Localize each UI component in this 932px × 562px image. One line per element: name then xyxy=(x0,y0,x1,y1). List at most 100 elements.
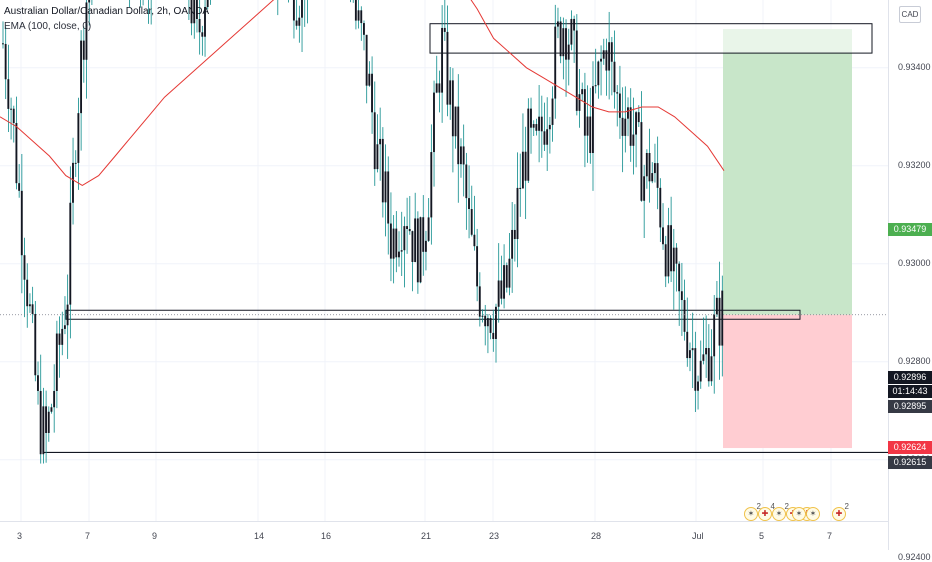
ema-indicator-label[interactable]: EMA (100, close, 0) xyxy=(4,21,92,32)
candle-body xyxy=(613,61,616,93)
candle-body xyxy=(408,229,411,232)
ca-flag-icon[interactable]: ✚ 2 xyxy=(832,502,849,521)
candle-body xyxy=(395,228,398,258)
candle-body xyxy=(551,98,554,125)
candle-body xyxy=(670,225,673,272)
candle-body xyxy=(683,300,686,332)
currency-button[interactable]: CAD xyxy=(899,6,921,23)
candle-body xyxy=(648,153,651,182)
candle-body xyxy=(643,176,646,201)
candle-body xyxy=(459,146,462,165)
candle-body xyxy=(505,265,508,288)
event-count: 2 xyxy=(756,502,761,511)
candle-body xyxy=(632,134,635,146)
resistance-zone-box xyxy=(429,23,873,54)
candle-body xyxy=(546,129,549,145)
candle-body xyxy=(403,226,406,251)
candle-body xyxy=(47,411,50,433)
candle-body xyxy=(688,350,691,359)
candle-body xyxy=(640,122,643,201)
candle-body xyxy=(608,42,611,71)
candle-body xyxy=(570,18,573,45)
candle-body xyxy=(635,112,637,135)
candle-body xyxy=(697,381,699,391)
event-glyph: ✶ xyxy=(775,509,783,518)
candle-body xyxy=(457,106,460,165)
candle-body xyxy=(28,304,31,307)
candle-body xyxy=(85,2,88,60)
candle-body xyxy=(26,279,29,307)
candle-body xyxy=(618,93,621,118)
candle-body xyxy=(600,58,602,62)
candle-body xyxy=(441,27,444,93)
au-flag-icon[interactable]: ✶ 2 xyxy=(744,502,761,521)
candle-body xyxy=(637,112,640,123)
candle-body xyxy=(503,265,505,299)
candle-body xyxy=(656,163,659,188)
candle-body xyxy=(575,30,578,111)
candle-body xyxy=(554,26,557,99)
candle-body xyxy=(535,124,538,131)
candle-body xyxy=(435,83,438,93)
candle-body xyxy=(365,34,368,86)
candle-body xyxy=(680,291,683,301)
event-count: 2 xyxy=(784,502,789,511)
candle-body xyxy=(354,0,357,21)
candle-body xyxy=(379,138,382,145)
candlestick-series xyxy=(2,0,724,464)
candle-body xyxy=(602,50,605,59)
candle-body xyxy=(565,28,567,60)
candle-body xyxy=(508,258,511,288)
candle-body xyxy=(23,255,26,280)
candle-body xyxy=(50,407,53,412)
candle-body xyxy=(462,146,465,165)
au-flag-icon[interactable]: ✶ xyxy=(806,507,820,521)
candle-body xyxy=(616,92,619,94)
candle-body xyxy=(610,42,613,62)
candle-body xyxy=(664,244,667,277)
support-high-price-label: 0.92895 xyxy=(888,400,932,413)
candle-body xyxy=(61,328,64,345)
support-resistance-lines[interactable] xyxy=(44,23,888,454)
candle-body xyxy=(678,263,681,292)
candle-body xyxy=(581,89,584,95)
candle-body xyxy=(721,290,724,346)
candle-body xyxy=(371,73,373,113)
candle-body xyxy=(201,32,204,37)
candle-body xyxy=(521,151,524,189)
candle-body xyxy=(605,50,608,71)
time-tick-label: Jul xyxy=(692,531,704,541)
candle-body xyxy=(586,116,589,136)
countdown-label: 01:14:43 xyxy=(888,385,932,398)
candle-body xyxy=(662,227,664,245)
price-chart[interactable] xyxy=(0,0,932,550)
symbol-title[interactable]: Australian Dollar/Canadian Dollar, 2h, O… xyxy=(4,6,210,17)
candle-body xyxy=(438,83,441,93)
candle-body xyxy=(468,198,470,210)
profit-zone xyxy=(723,29,852,315)
au-flag-icon[interactable]: ✶ xyxy=(792,507,806,521)
ema-line xyxy=(0,0,725,186)
candle-body xyxy=(66,304,69,326)
ca-flag-icon[interactable]: ✚ 4 xyxy=(758,502,775,521)
candle-body xyxy=(204,7,206,37)
position-zones[interactable] xyxy=(723,29,852,449)
candle-body xyxy=(63,325,66,329)
candle-body xyxy=(540,116,543,132)
candle-body xyxy=(653,163,656,174)
candle-body xyxy=(713,314,716,357)
au-flag-icon[interactable]: ✶ 2 xyxy=(772,502,789,521)
candle-body xyxy=(368,73,371,86)
candle-body xyxy=(672,247,675,272)
candle-body xyxy=(34,313,37,376)
candle-body xyxy=(484,315,487,327)
candle-body xyxy=(363,23,365,35)
candle-body xyxy=(411,231,414,262)
event-glyph: ✚ xyxy=(761,509,769,518)
candle-body xyxy=(7,79,10,109)
candle-body xyxy=(389,223,392,259)
candle-body xyxy=(699,360,702,382)
candle-body xyxy=(718,297,721,346)
candle-body xyxy=(573,18,576,31)
candle-body xyxy=(20,190,23,256)
